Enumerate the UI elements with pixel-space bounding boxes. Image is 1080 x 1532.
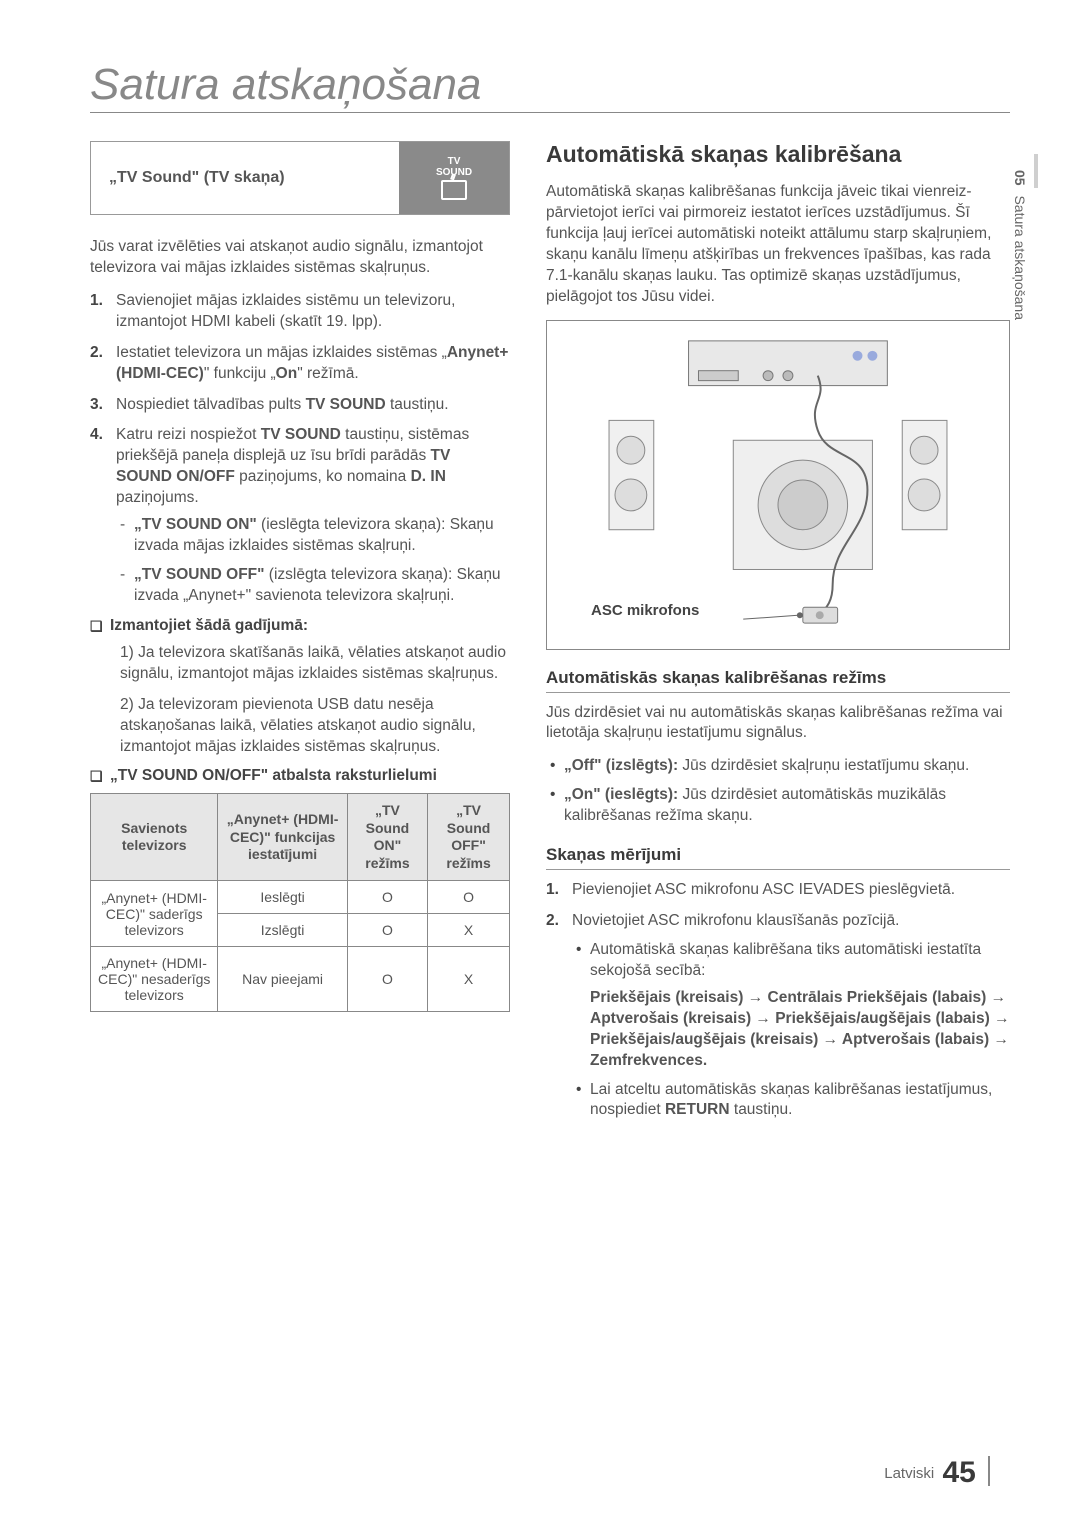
td: X <box>428 914 510 947</box>
usecase-item: 2) Ja televizoram pievienota USB datu ne… <box>120 695 510 758</box>
td: „Anynet+ (HDMI-CEC)" nesaderīgs televizo… <box>91 947 218 1012</box>
steps-list: Savienojiet mājas izklaides sistēmu un t… <box>90 291 510 607</box>
side-accent-bar <box>1034 154 1038 188</box>
usecase-item: 1) Ja televizora skatīšanās laikā, vēlat… <box>120 643 510 685</box>
td: „Anynet+ (HDMI-CEC)" saderīgs televizors <box>91 881 218 947</box>
dash-item: „TV SOUND ON" (ieslēgta televizora skaņa… <box>134 515 510 557</box>
measure-step: Novietojiet ASC mikrofonu klausīšanās po… <box>572 911 1010 1121</box>
th: „TV Sound ON" režīms <box>347 794 427 881</box>
th: Savienots televizors <box>91 794 218 881</box>
mode-heading: Automātiskās skaņas kalibrēšanas režīms <box>546 668 1010 693</box>
asc-mic-label: ASC mikrofons <box>587 600 703 621</box>
chapter-label: Satura atskaņošana <box>1012 195 1028 320</box>
th: „TV Sound OFF" režīms <box>428 794 510 881</box>
table-heading: „TV SOUND ON/OFF" atbalsta raksturlielum… <box>90 767 510 785</box>
mode-list: „Off" (izslēgts): Jūs dzirdēsiet skaļruņ… <box>546 756 1010 827</box>
footer-bar <box>988 1456 990 1486</box>
icon-text-top: TV <box>448 156 461 167</box>
speaker-sequence: Priekšējais (kreisais) → Centrālais Prie… <box>590 988 1010 1072</box>
td: O <box>428 881 510 914</box>
step-item: Savienojiet mājas izklaides sistēmu un t… <box>116 291 510 333</box>
td: O <box>347 881 427 914</box>
step-item: Katru reizi nospiežot TV SOUND taustiņu,… <box>116 425 510 606</box>
side-tab: 05 Satura atskaņošana <box>1012 170 1028 320</box>
measure-step: Pievienojiet ASC mikrofonu ASC IEVADES p… <box>572 880 1010 901</box>
sub-bullet: Automātiskā skaņas kalibrēšana tiks auto… <box>590 940 1010 1072</box>
feature-table: Savienots televizors „Anynet+ (HDMI-CEC)… <box>90 793 510 1012</box>
intro-right: Automātiskā skaņas kalibrēšanas funkcija… <box>546 182 1010 308</box>
page-footer: Latviski 45 <box>884 1456 990 1490</box>
footer-lang: Latviski <box>884 1465 934 1482</box>
step-item: Nospiediet tālvadības pults TV SOUND tau… <box>116 395 510 416</box>
td: X <box>428 947 510 1012</box>
td: Izslēgti <box>218 914 347 947</box>
td: O <box>347 914 427 947</box>
section-heading: Automātiskā skaņas kalibrēšana <box>546 141 1010 168</box>
tv-sound-icon: TV SOUND <box>399 142 509 214</box>
right-column: Automātiskā skaņas kalibrēšana Automātis… <box>546 141 1010 1131</box>
chapter-number: 05 <box>1012 170 1028 186</box>
mode-text: Jūs dzirdēsiet vai nu automātiskās skaņa… <box>546 703 1010 745</box>
td: Nav pieejami <box>218 947 347 1012</box>
mode-item: „On" (ieslēgts): Jūs dzirdēsiet automāti… <box>564 785 1010 827</box>
diagram-box: ASC mikrofons <box>546 320 1010 650</box>
mode-item: „Off" (izslēgts): Jūs dzirdēsiet skaļruņ… <box>564 756 1010 777</box>
sub-bullet: Lai atceltu automātiskās skaņas kalibrēš… <box>590 1080 1010 1122</box>
td: Ieslēgti <box>218 881 347 914</box>
dash-item: „TV SOUND OFF" (izslēgta televizora skaņ… <box>134 565 510 607</box>
tv-icon <box>441 180 467 200</box>
measure-heading: Skaņas mērījumi <box>546 845 1010 870</box>
page-number: 45 <box>942 1456 975 1489</box>
tv-sound-box: „TV Sound" (TV skaņa) TV SOUND <box>90 141 510 215</box>
th: „Anynet+ (HDMI-CEC)" funkcijas iestatīju… <box>218 794 347 881</box>
chapter-title: Satura atskaņošana <box>90 60 1010 113</box>
intro-paragraph: Jūs varat izvēlēties vai atskaņot audio … <box>90 237 510 279</box>
usecases-list: 1) Ja televizora skatīšanās laikā, vēlat… <box>90 643 510 758</box>
usecases-heading: Izmantojiet šādā gadījumā: <box>90 617 510 635</box>
tv-sound-label: „TV Sound" (TV skaņa) <box>91 169 399 187</box>
step-item: Iestatiet televizora un mājas izklaides … <box>116 343 510 385</box>
measure-steps: Pievienojiet ASC mikrofonu ASC IEVADES p… <box>546 880 1010 1121</box>
dash-list: „TV SOUND ON" (ieslēgta televizora skaņa… <box>116 515 510 607</box>
td: O <box>347 947 427 1012</box>
measure-sublist: Automātiskā skaņas kalibrēšana tiks auto… <box>572 940 1010 1121</box>
left-column: „TV Sound" (TV skaņa) TV SOUND Jūs varat… <box>90 141 510 1131</box>
